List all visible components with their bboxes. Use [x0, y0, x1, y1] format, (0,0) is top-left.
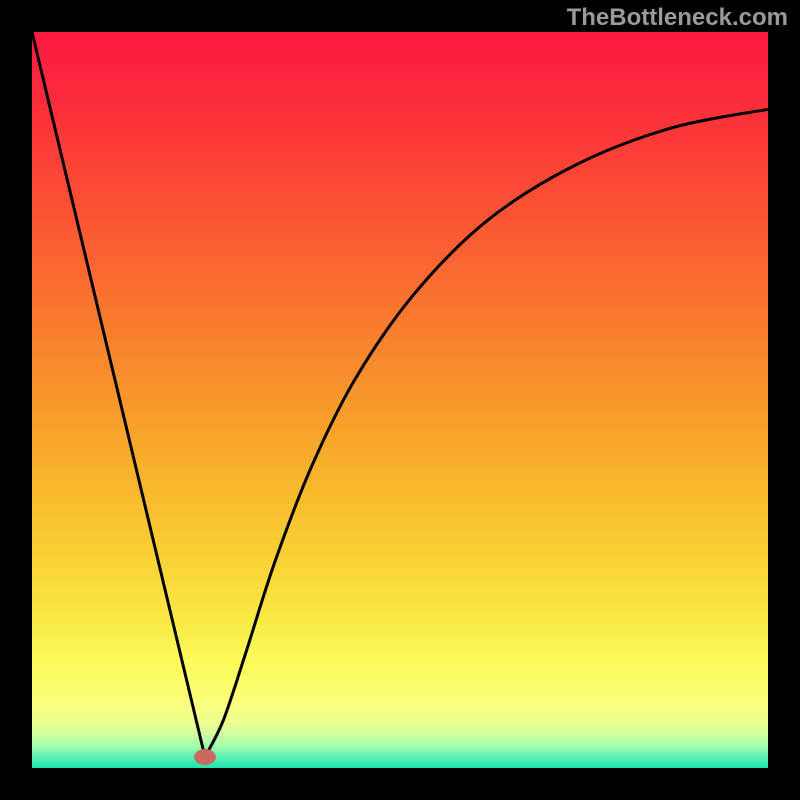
bottleneck-curve: [0, 0, 800, 800]
optimal-point-marker: [194, 749, 216, 765]
